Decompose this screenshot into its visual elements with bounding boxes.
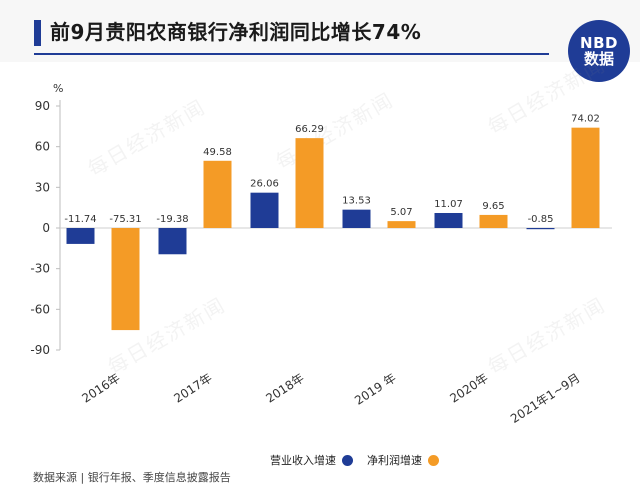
data-label: -75.31 (109, 214, 141, 225)
title-bar: 前9月贵阳农商银行净利润同比增长74% (0, 0, 640, 62)
title-accent (34, 20, 41, 46)
bar-profit (295, 138, 324, 228)
bar-profit (387, 221, 416, 228)
bar-revenue (158, 228, 187, 255)
nbd-logo: NBD 数据 (568, 20, 630, 82)
bar-profit (111, 228, 140, 331)
y-tick-label: 90 (35, 99, 50, 113)
x-tick-label: 2016年 (79, 371, 122, 406)
data-label: 13.53 (342, 196, 371, 207)
bar-profit (571, 127, 600, 228)
bar-revenue (434, 212, 463, 228)
y-tick-label: -60 (30, 302, 50, 316)
y-tick-label: -30 (30, 262, 50, 276)
y-tick-label: 0 (42, 221, 50, 235)
data-label: 66.29 (295, 124, 324, 135)
data-label: 5.07 (390, 207, 412, 218)
y-tick-label: 60 (35, 140, 50, 154)
y-tick-label: -90 (30, 343, 50, 357)
y-axis-unit: % (53, 82, 63, 95)
title-rule (34, 53, 549, 55)
bar-revenue (66, 228, 95, 244)
legend: 营业收入增速 净利润增速 (270, 452, 453, 468)
y-tick-label: 30 (35, 180, 50, 194)
data-label: 11.07 (434, 199, 463, 210)
data-label: 74.02 (571, 114, 600, 125)
x-tick-label: 2020年 (447, 371, 490, 406)
logo-line-2: 数据 (583, 49, 614, 68)
bar-profit (479, 214, 508, 228)
data-label: 9.65 (482, 201, 504, 212)
x-tick-label: 2021年1~9月 (508, 371, 583, 426)
page-title: 前9月贵阳农商银行净利润同比增长74% (50, 20, 422, 44)
legend-label-revenue: 营业收入增速 (270, 454, 336, 467)
x-tick-label: 2018年 (263, 371, 306, 406)
legend-swatch-revenue (342, 454, 353, 466)
legend-label-profit: 净利润增速 (367, 454, 422, 467)
data-label: -19.38 (156, 214, 188, 225)
data-label: 26.06 (250, 179, 279, 190)
legend-swatch-profit (428, 454, 439, 466)
data-label: -11.74 (64, 214, 96, 225)
x-tick-label: 2019 年 (352, 371, 399, 408)
data-label: 49.58 (203, 147, 232, 158)
bar-revenue (250, 192, 279, 228)
bar-revenue (526, 228, 555, 230)
x-tick-label: 2017年 (171, 371, 214, 406)
bar-profit (203, 160, 232, 228)
logo-line-1: NBD (580, 33, 618, 52)
source-note: 数据来源 | 银行年报、季度信息披露报告 (33, 471, 231, 484)
bar-revenue (342, 209, 371, 228)
data-label: -0.85 (528, 214, 554, 225)
